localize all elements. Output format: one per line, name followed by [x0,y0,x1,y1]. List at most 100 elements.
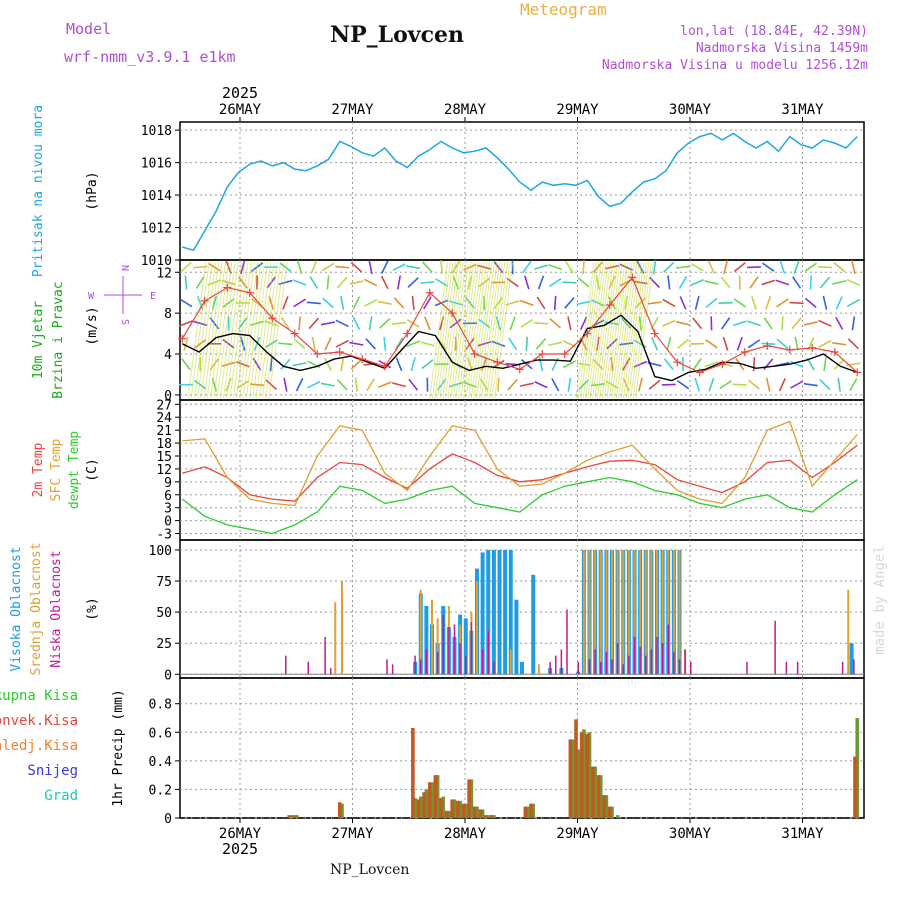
wind-arrow [350,358,363,370]
wind-hatch [601,261,621,399]
wind-hatch [265,261,285,399]
precip-legend-item: Ukupna Kisa [0,688,78,704]
cloud-low-bar [841,661,844,675]
wind-arrow [184,275,188,290]
wind-arrow [548,264,563,271]
wind-hatch [444,261,464,399]
wind-barbs-layer [179,260,861,399]
wind-arrow [519,299,534,307]
cloud-mid-bar [644,549,647,675]
y-tick-label: 0 [164,668,172,683]
cloud-low-bar [650,649,653,675]
wind-arrow [832,280,847,285]
wind-arrow [368,260,373,275]
wind-hatch [193,261,213,399]
cloud-high-bar [849,643,854,675]
wind-arrow [381,260,389,274]
wind-arrow [366,378,375,392]
y-tick-label: 3 [164,502,172,517]
wind-arrow [195,276,205,289]
wind-arrow [667,275,671,290]
wind-arrow [761,279,776,286]
wind-arrow [708,377,715,392]
precip-conv-bar [574,719,578,818]
altitude-label: Nadmorska Visina 1459m [695,41,868,56]
wind-arrow [421,359,434,370]
wind-arrow [733,298,746,308]
cloud-low-bar [386,659,388,675]
cloud-low-bar [785,661,788,675]
cloud-mid-bar [509,649,512,675]
wind-hatch [606,261,626,399]
precip-conv-bar [853,756,857,818]
wind-hatch [457,261,477,399]
product-label: Meteogram [520,0,607,19]
wind-arrow [194,338,207,349]
precip-conv-bar [568,739,573,818]
wind-arrow [548,277,562,287]
wind-arrow [690,279,704,286]
cloud-high-bar [497,549,502,675]
cloud-mid-bar [588,549,591,675]
wind-hatch [585,261,605,399]
wind-arrow [424,316,431,331]
wind-arrow [280,358,291,370]
wind-hatch [262,261,282,399]
wind-arrow [564,260,574,274]
wind-arrow [420,280,435,285]
wind-arrow [822,295,828,310]
precip-conv-bar [439,798,443,818]
year-label-bottom: 2025 [222,840,258,858]
wind-arrow [335,265,350,269]
y-tick-label: 27 [156,398,172,413]
precip-total-bar [469,779,474,818]
wind-arrow [237,276,248,289]
x-tick-label-bottom: 27MAY [331,826,374,842]
precip-total-bar [531,803,536,818]
wind-arrow [579,316,588,331]
precip-conv-bar [596,775,601,818]
precip-total-bar [593,766,597,818]
precip-total-bar [458,800,462,818]
cloud-low-bar [448,627,450,675]
wind-arrow [790,380,804,389]
wind-hatch [439,261,459,399]
wind-arrow [320,321,336,326]
model-altitude-label: Nadmorska Visina u modelu 1256.12m [601,58,868,73]
wind-arrow [846,278,861,287]
cloud-low-bar [493,661,495,675]
wind-arrow [193,320,208,327]
wind-arrow [707,260,715,274]
wind-arrow [520,318,534,328]
wind-arrow [637,377,643,392]
x-tick-label-top: 26MAY [219,102,262,118]
wind-arrow [692,317,703,330]
wind-gust-point [290,329,299,338]
wind-arrow [493,296,504,310]
cloud-low-bar [414,655,416,675]
wind-arrow [306,301,321,305]
wind-arrow [292,279,307,286]
wind-arrow [804,262,818,272]
wind-gust-point [583,329,592,338]
cloud-low-bar [667,624,669,675]
compass-rose-icon [104,276,142,314]
wind-arrow [551,378,560,392]
precip-total-bar [340,803,344,818]
wind-hatch [604,261,624,399]
wind-arrow [324,337,332,351]
cloud-low-bar [588,659,591,675]
wind-arrow [335,339,349,348]
y-tick-label: 4 [164,348,172,363]
wind-hatch [594,261,614,399]
precip-conv-bar [287,815,291,818]
precip-conv-bar [467,779,471,818]
cloud-mid-bar [476,581,478,675]
wind-arrow [534,380,548,389]
wind-arrow [283,377,288,392]
cloud-high-bar [503,549,508,675]
wind-arrow [411,295,415,310]
cloud-low-bar [487,630,489,675]
wind-arrow [704,361,719,368]
wind-arrow [268,295,274,310]
